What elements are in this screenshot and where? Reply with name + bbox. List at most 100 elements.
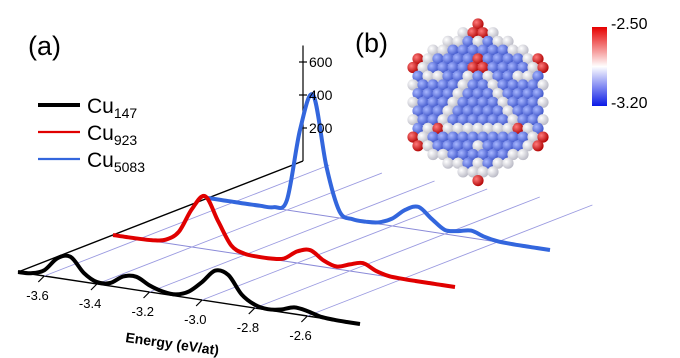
- atom: [492, 35, 504, 48]
- legend-subscript: 923: [114, 132, 138, 148]
- atom: [422, 122, 434, 134]
- atom: [527, 131, 539, 143]
- atom: [482, 105, 494, 117]
- atom: [502, 105, 514, 117]
- atom: [517, 79, 529, 91]
- atom: [427, 96, 439, 108]
- colorbar-min-label: -3.20: [611, 95, 648, 112]
- atom: [452, 122, 464, 134]
- x-tick-mark: [143, 291, 150, 299]
- legend-base: Cu: [87, 95, 114, 118]
- atom: [442, 105, 454, 117]
- atom: [512, 53, 524, 65]
- atom: [477, 44, 489, 56]
- atom: [507, 79, 519, 91]
- atom: [457, 44, 469, 56]
- x-tick-label: -2.8: [237, 320, 259, 335]
- atom: [472, 35, 484, 48]
- atom: [497, 79, 509, 91]
- atom: [452, 140, 464, 152]
- atom: [462, 157, 474, 169]
- atom: [522, 140, 534, 152]
- legend-subscript: 147: [114, 105, 138, 121]
- atom: [517, 96, 529, 108]
- atom: [517, 61, 529, 74]
- atom: [497, 148, 509, 161]
- atom: [412, 70, 424, 82]
- legend-base: Cu: [87, 149, 114, 172]
- x-gridline: [307, 204, 593, 317]
- atom: [527, 79, 539, 91]
- atom: [442, 88, 454, 100]
- atom: [417, 96, 429, 108]
- atom: [412, 53, 424, 65]
- atom: [467, 166, 479, 178]
- atom: [457, 96, 469, 108]
- atom: [467, 114, 479, 126]
- x-gridline: [149, 180, 435, 293]
- atom: [527, 114, 539, 126]
- x-tick-mark: [90, 283, 98, 291]
- x-tick-mark: [248, 307, 256, 315]
- atom: [447, 61, 459, 74]
- atom: [437, 61, 449, 74]
- atom: [432, 70, 444, 82]
- atom: [447, 131, 459, 143]
- atom: [452, 105, 464, 117]
- atom: [462, 70, 474, 82]
- series-line-147: [17, 253, 361, 326]
- atom: [502, 122, 514, 134]
- atom: [417, 61, 429, 74]
- atom: [432, 53, 444, 65]
- atom: [477, 131, 489, 143]
- atom: [447, 114, 459, 126]
- legend-entry-923: Cu923: [87, 122, 137, 148]
- atom: [507, 131, 519, 143]
- atom: [507, 44, 519, 56]
- y-tick-label: 400: [309, 87, 333, 103]
- atom: [477, 61, 489, 74]
- atom: [512, 122, 524, 134]
- atom: [537, 96, 549, 108]
- atom: [497, 44, 509, 56]
- atom: [442, 70, 454, 82]
- atom: [532, 70, 544, 82]
- depth-axis: [17, 160, 304, 273]
- atom: [472, 122, 484, 134]
- atom: [472, 18, 484, 30]
- atom: [522, 53, 534, 65]
- atom: [477, 27, 489, 39]
- atom: [472, 70, 484, 82]
- atom: [507, 114, 519, 126]
- atom: [452, 35, 464, 48]
- colorbar-gradient: [592, 27, 607, 106]
- atom: [522, 70, 534, 82]
- atom: [462, 88, 474, 100]
- atom: [422, 140, 434, 152]
- atom: [482, 53, 494, 65]
- atom: [537, 61, 549, 74]
- atom: [467, 27, 479, 39]
- atom: [447, 79, 459, 91]
- atom: [457, 114, 469, 126]
- atom: [527, 96, 539, 108]
- atom: [467, 61, 479, 74]
- atom: [517, 114, 529, 126]
- atom: [502, 88, 514, 100]
- atom: [467, 148, 479, 161]
- atom: [492, 105, 504, 117]
- atom: [502, 157, 514, 169]
- x-gridline: [254, 196, 540, 309]
- atom: [437, 96, 449, 108]
- atom: [537, 131, 549, 143]
- atom: [512, 70, 524, 82]
- atom: [427, 114, 439, 126]
- atom: [492, 122, 504, 134]
- series-line-5083: [207, 92, 551, 252]
- atom: [472, 105, 484, 117]
- atom: [447, 96, 459, 108]
- legend-entry-147: Cu147: [87, 95, 137, 121]
- x-tick-label: -3.0: [184, 312, 206, 327]
- atom: [457, 27, 469, 39]
